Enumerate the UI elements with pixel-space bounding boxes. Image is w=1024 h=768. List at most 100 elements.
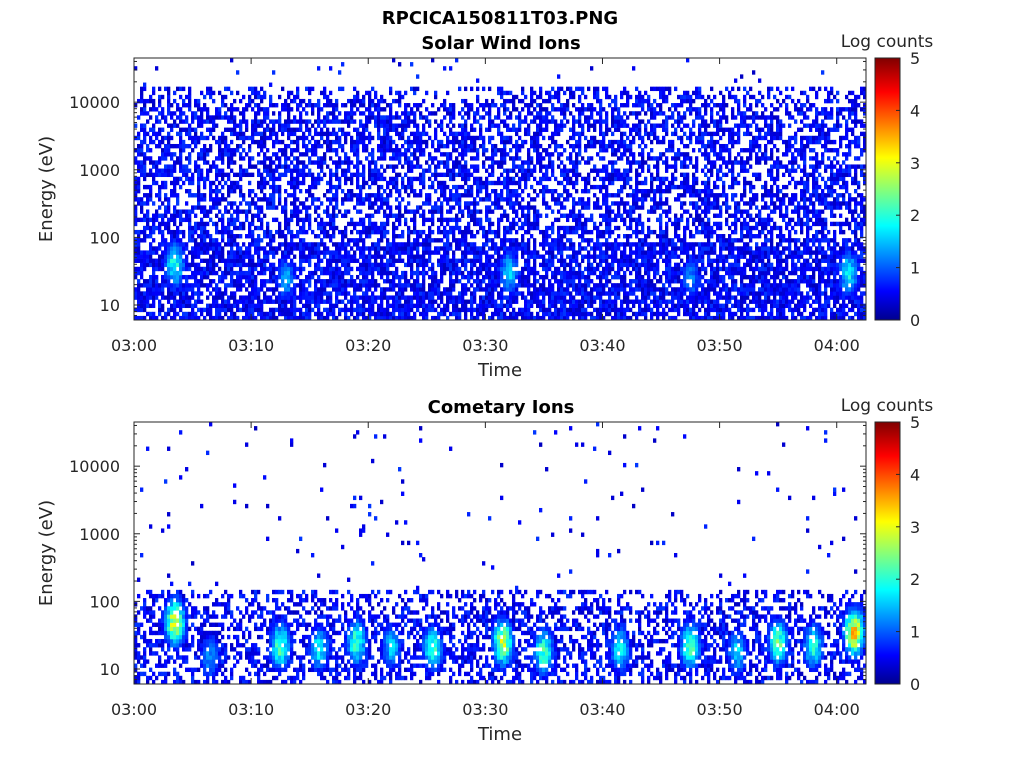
- heatmap-cell: [275, 315, 279, 321]
- heatmap-cell: [536, 287, 540, 292]
- heatmap-cell: [452, 287, 456, 292]
- heatmap-cell: [338, 209, 342, 214]
- heatmap-cell: [452, 258, 456, 263]
- heatmap-cell: [461, 238, 465, 243]
- heatmap-cell: [536, 94, 540, 100]
- heatmap-cell: [347, 279, 351, 284]
- heatmap-cell: [212, 287, 216, 292]
- heatmap-cell: [482, 311, 486, 317]
- heatmap-cell: [479, 135, 483, 141]
- heatmap-cell: [233, 217, 237, 223]
- heatmap-cell: [374, 279, 378, 284]
- heatmap-cell: [536, 254, 540, 259]
- heatmap-cell: [269, 184, 273, 190]
- heatmap-cell: [347, 168, 351, 173]
- heatmap-cell: [152, 131, 156, 137]
- heatmap-cell: [182, 262, 186, 268]
- heatmap-cell: [521, 189, 525, 194]
- heatmap-cell: [164, 168, 168, 173]
- heatmap-cell: [239, 156, 243, 161]
- heatmap-cell: [290, 148, 294, 153]
- heatmap-cell: [209, 90, 213, 96]
- heatmap-cell: [290, 152, 294, 157]
- heatmap-cell: [281, 242, 285, 247]
- heatmap-cell: [494, 234, 498, 239]
- heatmap-cell: [509, 238, 513, 243]
- heatmap-cell: [317, 164, 321, 169]
- heatmap-cell: [305, 111, 309, 116]
- heatmap-cell: [404, 115, 408, 120]
- heatmap-cell: [317, 205, 321, 210]
- heatmap-cell: [395, 172, 399, 178]
- heatmap-cell: [503, 148, 507, 153]
- heatmap-cell: [260, 119, 264, 124]
- heatmap-cell: [245, 246, 249, 251]
- heatmap-cell: [242, 299, 246, 304]
- heatmap-cell: [446, 209, 450, 214]
- heatmap-cell: [368, 107, 372, 112]
- heatmap-cell: [434, 279, 438, 284]
- heatmap-cell: [236, 274, 240, 280]
- heatmap-cell: [449, 283, 453, 288]
- heatmap-cell: [533, 258, 537, 263]
- heatmap-cell: [482, 250, 486, 255]
- heatmap-cell: [407, 160, 411, 165]
- heatmap-cell: [386, 311, 390, 317]
- heatmap-cell: [239, 143, 243, 149]
- heatmap-cell: [314, 131, 318, 137]
- heatmap-cell: [455, 270, 459, 276]
- heatmap-cell: [302, 315, 306, 321]
- heatmap-cell: [275, 139, 279, 145]
- heatmap-cell: [359, 287, 363, 292]
- heatmap-cell: [332, 197, 336, 202]
- heatmap-cell: [407, 229, 411, 235]
- heatmap-cell: [197, 139, 201, 145]
- heatmap-cell: [521, 98, 525, 104]
- heatmap-cell: [497, 262, 501, 268]
- heatmap-cell: [494, 180, 498, 186]
- heatmap-cell: [227, 156, 231, 161]
- heatmap-cell: [329, 184, 333, 190]
- heatmap-cell: [425, 262, 429, 268]
- heatmap-cell: [371, 135, 375, 141]
- heatmap-cell: [287, 295, 291, 300]
- heatmap-cell: [548, 299, 552, 304]
- heatmap-cell: [347, 283, 351, 288]
- heatmap-cell: [272, 311, 276, 317]
- heatmap-cell: [158, 172, 162, 178]
- heatmap-cell: [401, 270, 405, 276]
- heatmap-cell: [191, 274, 195, 280]
- heatmap-cell: [503, 184, 507, 190]
- heatmap-cell: [236, 131, 240, 137]
- heatmap-cell: [554, 139, 558, 145]
- heatmap-cell: [377, 148, 381, 153]
- heatmap-cell: [263, 213, 267, 218]
- heatmap-cell: [344, 225, 348, 231]
- heatmap-cell: [524, 266, 528, 272]
- heatmap-cell: [539, 127, 543, 132]
- heatmap-cell: [251, 307, 255, 313]
- heatmap-cell: [239, 234, 243, 239]
- heatmap-cell: [311, 148, 315, 153]
- heatmap-cell: [482, 295, 486, 300]
- heatmap-cell: [296, 229, 300, 235]
- heatmap-cell: [317, 98, 321, 104]
- heatmap-cell: [260, 221, 264, 227]
- heatmap-cell: [362, 148, 366, 153]
- heatmap-cell: [323, 94, 327, 100]
- heatmap-cell: [251, 315, 255, 321]
- heatmap-cell: [500, 205, 504, 210]
- heatmap-cell: [305, 127, 309, 132]
- heatmap-cell: [371, 242, 375, 247]
- heatmap-cell: [365, 295, 369, 300]
- heatmap-cell: [497, 270, 501, 276]
- heatmap-cell: [176, 103, 180, 108]
- heatmap-cell: [524, 184, 528, 190]
- heatmap-cell: [290, 250, 294, 255]
- heatmap-cell: [329, 291, 333, 296]
- heatmap-cell: [197, 156, 201, 161]
- heatmap-cell: [170, 123, 174, 128]
- heatmap-cell: [218, 279, 222, 284]
- heatmap-cell: [545, 250, 549, 255]
- heatmap-cell: [215, 291, 219, 296]
